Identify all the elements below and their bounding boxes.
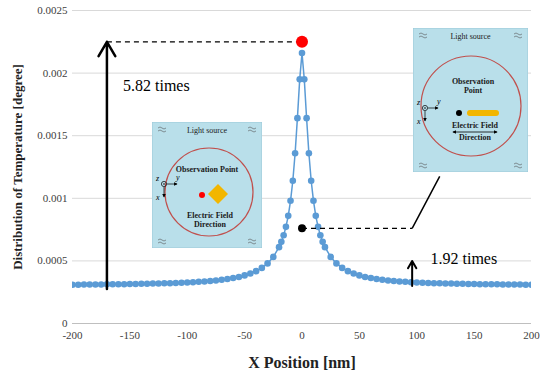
svg-text:-50: -50	[237, 329, 252, 341]
svg-text:200: 200	[523, 329, 540, 341]
svg-text:y: y	[175, 173, 180, 182]
svg-text:Light source: Light source	[450, 32, 491, 41]
svg-text:X Position [nm]: X Position [nm]	[248, 354, 356, 371]
svg-text:0.0005: 0.0005	[37, 254, 68, 266]
svg-text:1.92 times: 1.92 times	[431, 250, 498, 267]
svg-text:x: x	[155, 193, 160, 202]
svg-text:0.002: 0.002	[43, 67, 68, 79]
svg-text:Direction: Direction	[459, 133, 491, 142]
svg-text:Observation Point: Observation Point	[176, 165, 239, 174]
svg-text:0: 0	[299, 329, 305, 341]
svg-text:-100: -100	[177, 329, 198, 341]
svg-text:0.001: 0.001	[43, 192, 68, 204]
svg-text:Direction: Direction	[194, 220, 226, 229]
svg-text:Distribution of Temperature [d: Distribution of Temperature [degree]	[10, 64, 25, 270]
svg-text:y: y	[436, 97, 441, 106]
svg-text:-200: -200	[62, 329, 83, 341]
svg-text:0.0025: 0.0025	[37, 4, 68, 16]
svg-text:Electric Field: Electric Field	[187, 211, 234, 220]
svg-text:100: 100	[409, 329, 426, 341]
svg-text:0.0015: 0.0015	[37, 129, 68, 141]
svg-text:Point: Point	[464, 86, 483, 95]
svg-text:Electric Field: Electric Field	[452, 121, 499, 130]
svg-text:0: 0	[62, 317, 68, 329]
svg-text:z: z	[155, 174, 160, 183]
svg-text:z: z	[416, 98, 421, 107]
svg-text:x: x	[416, 117, 421, 126]
svg-text:Observation: Observation	[452, 77, 495, 86]
svg-text:150: 150	[466, 329, 483, 341]
svg-text:-150: -150	[120, 329, 141, 341]
svg-text:Light source: Light source	[187, 126, 228, 135]
svg-text:50: 50	[354, 329, 366, 341]
svg-text:5.82 times: 5.82 times	[123, 77, 190, 94]
